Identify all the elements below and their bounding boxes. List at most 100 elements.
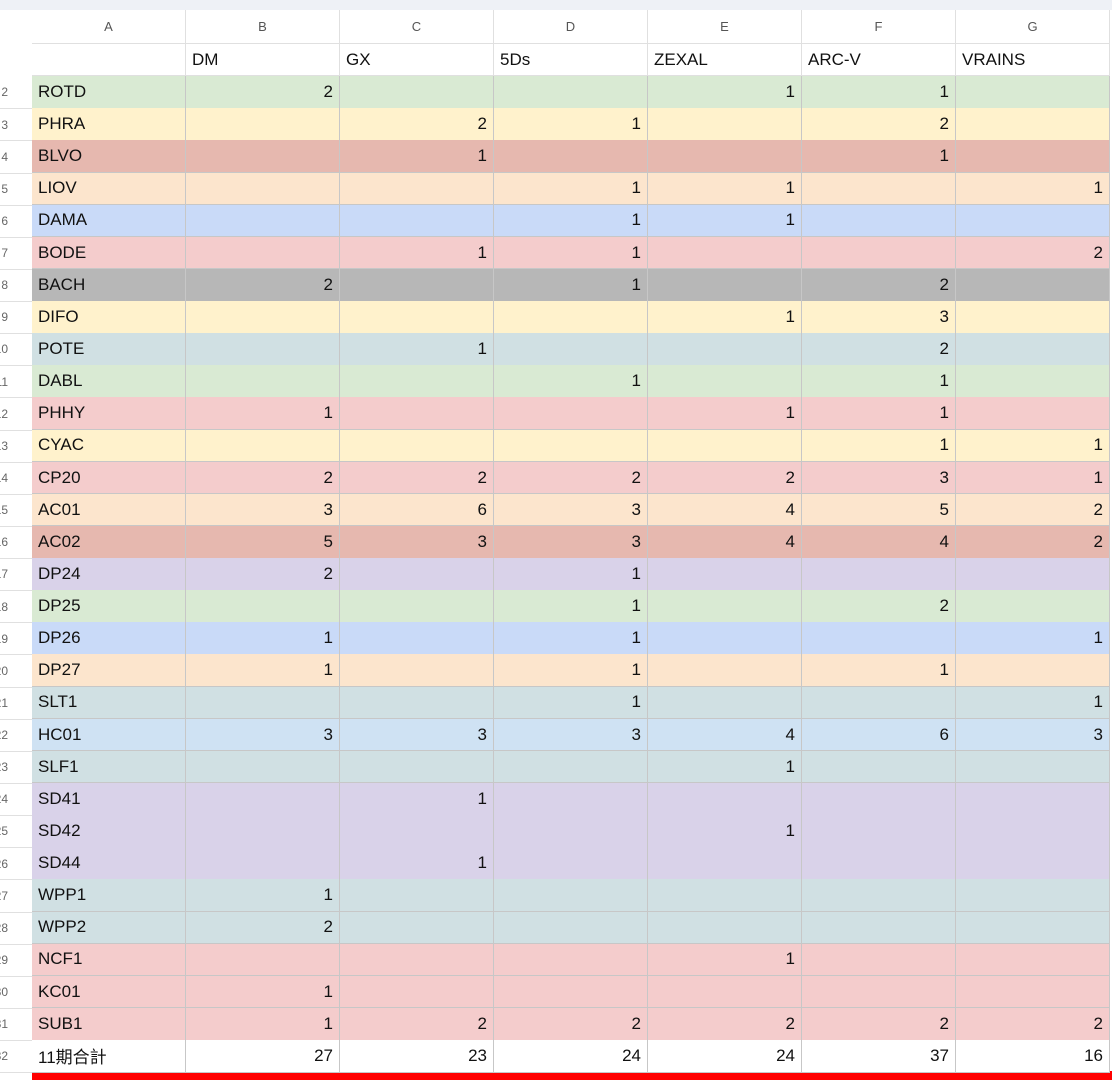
value-cell[interactable]: 1	[340, 140, 494, 173]
value-cell[interactable]	[340, 686, 494, 720]
header-cell[interactable]: 5Ds	[494, 44, 648, 77]
value-cell[interactable]	[340, 879, 494, 912]
value-cell[interactable]: 1	[494, 108, 648, 141]
value-cell[interactable]	[956, 204, 1110, 238]
label-cell[interactable]: HC01	[32, 718, 186, 752]
row-number[interactable]: 5	[1, 181, 8, 196]
value-cell[interactable]	[340, 429, 494, 463]
value-cell[interactable]: 1	[494, 365, 648, 398]
value-cell[interactable]	[802, 975, 956, 1009]
value-cell[interactable]: 1	[494, 172, 648, 206]
value-cell[interactable]	[340, 943, 494, 977]
column-header[interactable]: C	[340, 10, 494, 44]
value-cell[interactable]: 1	[648, 76, 802, 109]
value-cell[interactable]: 1	[956, 461, 1110, 495]
value-cell[interactable]: 4	[648, 525, 802, 559]
value-cell[interactable]	[186, 686, 340, 720]
label-cell[interactable]: SD42	[32, 815, 186, 848]
value-cell[interactable]	[494, 301, 648, 334]
header-cell[interactable]: ARC-V	[802, 44, 956, 77]
label-cell[interactable]: DP27	[32, 654, 186, 688]
value-cell[interactable]: 1	[186, 975, 340, 1009]
value-cell[interactable]: 1	[186, 397, 340, 431]
value-cell[interactable]: 2	[186, 268, 340, 302]
value-cell[interactable]	[340, 204, 494, 238]
row-number[interactable]: 19	[0, 631, 8, 646]
row-number[interactable]: 18	[0, 599, 8, 614]
value-cell[interactable]	[956, 397, 1110, 431]
row-number[interactable]: 25	[0, 824, 8, 839]
value-cell[interactable]	[494, 140, 648, 173]
value-cell[interactable]: 3	[494, 525, 648, 559]
row-number[interactable]: 4	[1, 149, 8, 164]
value-cell[interactable]	[648, 879, 802, 912]
header-cell[interactable]: GX	[340, 44, 494, 77]
value-cell[interactable]: 1	[802, 397, 956, 431]
value-cell[interactable]: 1	[494, 590, 648, 623]
value-cell[interactable]	[956, 365, 1110, 398]
value-cell[interactable]	[340, 815, 494, 848]
value-cell[interactable]	[802, 172, 956, 206]
value-cell[interactable]: 3	[186, 493, 340, 527]
value-cell[interactable]	[648, 429, 802, 463]
row-number[interactable]: 10	[0, 342, 8, 357]
row-number[interactable]: 26	[0, 856, 8, 871]
label-cell[interactable]: POTE	[32, 333, 186, 366]
value-cell[interactable]	[802, 236, 956, 270]
value-cell[interactable]	[802, 879, 956, 912]
column-header[interactable]: E	[648, 10, 802, 44]
value-cell[interactable]: 1	[186, 879, 340, 912]
label-cell[interactable]: NCF1	[32, 943, 186, 977]
label-cell[interactable]: 11期合計	[32, 1040, 186, 1073]
value-cell[interactable]: 24	[648, 1040, 802, 1073]
value-cell[interactable]: 2	[648, 1007, 802, 1041]
row-number[interactable]: 30	[0, 985, 8, 1000]
value-cell[interactable]	[956, 943, 1110, 977]
value-cell[interactable]: 2	[340, 1007, 494, 1041]
value-cell[interactable]	[956, 590, 1110, 623]
row-number[interactable]: 3	[1, 117, 8, 132]
value-cell[interactable]: 1	[648, 943, 802, 977]
value-cell[interactable]: 2	[186, 76, 340, 109]
value-cell[interactable]	[186, 172, 340, 206]
column-header[interactable]: F	[802, 10, 956, 44]
value-cell[interactable]	[956, 879, 1110, 912]
value-cell[interactable]	[648, 108, 802, 141]
value-cell[interactable]	[802, 911, 956, 945]
row-number[interactable]: 24	[0, 792, 8, 807]
value-cell[interactable]: 3	[186, 718, 340, 752]
value-cell[interactable]	[802, 558, 956, 591]
value-cell[interactable]: 2	[956, 525, 1110, 559]
value-cell[interactable]	[802, 686, 956, 720]
value-cell[interactable]	[956, 333, 1110, 366]
label-cell[interactable]: AC01	[32, 493, 186, 527]
value-cell[interactable]	[956, 301, 1110, 334]
label-cell[interactable]: DIFO	[32, 301, 186, 334]
value-cell[interactable]: 2	[956, 493, 1110, 527]
row-number[interactable]: 20	[0, 663, 8, 678]
value-cell[interactable]: 2	[340, 461, 494, 495]
value-cell[interactable]	[340, 397, 494, 431]
label-cell[interactable]: DAMA	[32, 204, 186, 238]
value-cell[interactable]	[956, 108, 1110, 141]
value-cell[interactable]	[648, 365, 802, 398]
label-cell[interactable]: BACH	[32, 268, 186, 302]
value-cell[interactable]: 2	[340, 108, 494, 141]
value-cell[interactable]	[956, 76, 1110, 109]
value-cell[interactable]	[648, 686, 802, 720]
column-header[interactable]: B	[186, 10, 340, 44]
value-cell[interactable]	[802, 622, 956, 655]
value-cell[interactable]	[956, 558, 1110, 591]
value-cell[interactable]	[494, 975, 648, 1009]
value-cell[interactable]: 2	[956, 1007, 1110, 1041]
value-cell[interactable]	[648, 911, 802, 945]
value-cell[interactable]: 2	[186, 461, 340, 495]
label-cell[interactable]: SD44	[32, 847, 186, 880]
value-cell[interactable]	[956, 975, 1110, 1009]
cell[interactable]	[32, 44, 186, 77]
label-cell[interactable]: WPP2	[32, 911, 186, 945]
value-cell[interactable]	[186, 365, 340, 398]
value-cell[interactable]: 2	[802, 1007, 956, 1041]
value-cell[interactable]: 3	[956, 718, 1110, 752]
value-cell[interactable]	[494, 782, 648, 816]
